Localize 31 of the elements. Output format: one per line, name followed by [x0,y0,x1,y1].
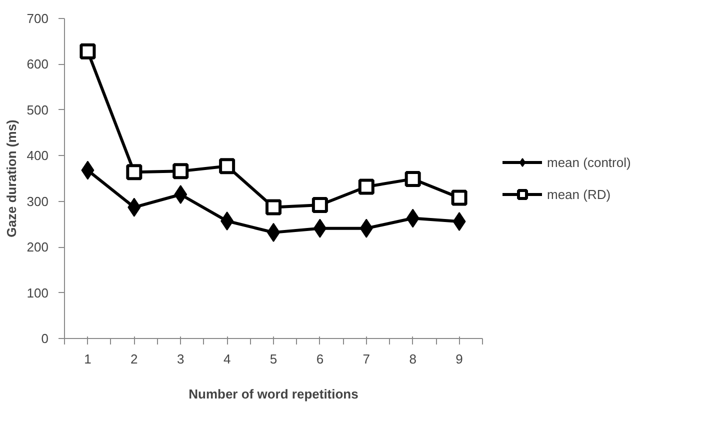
x-tick-label: 6 [316,352,324,366]
legend-label: mean (control) [547,154,631,170]
y-tick-label: 400 [26,148,49,164]
y-axis-title: Gaze duration (ms) [4,120,19,238]
x-tick-label: 3 [176,352,184,366]
point [80,43,96,60]
x-tick-label: 7 [362,352,370,366]
point [126,164,142,180]
legend-label: mean (RD) [547,186,611,202]
point [266,199,282,216]
y-tick-label: 200 [26,240,49,255]
y-tick-label: 0 [41,331,49,346]
y-tick-label: 700 [26,11,49,26]
y-tick-label: 300 [26,194,49,209]
x-axis-title: Number of word repetitions [188,386,358,402]
x-tick-label: 4 [223,352,231,366]
x-tick-label: 2 [130,352,138,366]
point [358,178,374,195]
x-tick-label: 9 [456,352,463,366]
y-tick-label: 100 [26,285,49,300]
x-tick-label: 8 [409,352,416,366]
point [404,170,421,187]
y-tick-label: 500 [26,102,49,118]
point [312,197,328,214]
point [451,190,468,206]
x-tick-label: 5 [270,352,278,366]
point [219,158,236,174]
point [174,185,188,204]
y-tick-label: 600 [26,56,49,72]
x-tick-label: 1 [84,352,92,366]
point [172,163,189,180]
